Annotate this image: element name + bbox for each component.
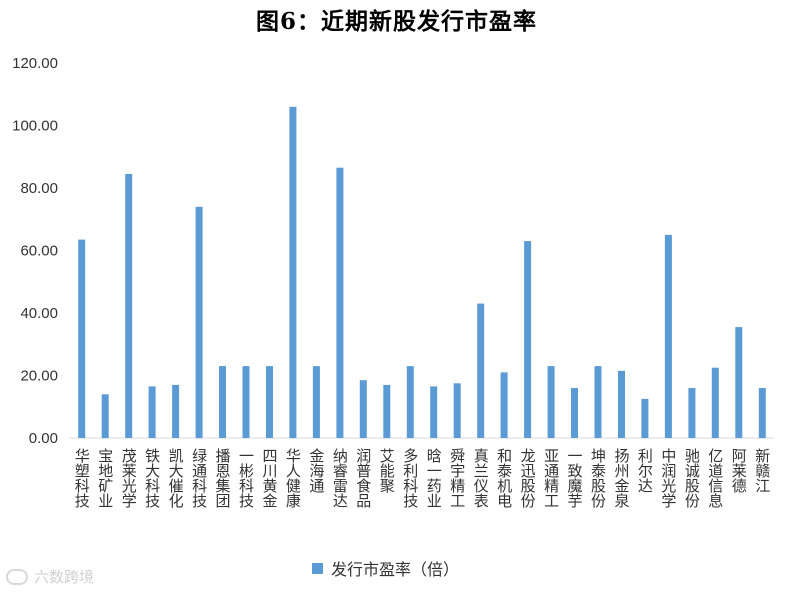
x-tick-label: 多利科技 xyxy=(401,448,419,509)
y-tick-label: 0.00 xyxy=(29,430,58,447)
bar-1 xyxy=(101,394,109,439)
x-tick-label: 一彬科技 xyxy=(237,448,255,509)
x-tick-label: 纳睿雷达 xyxy=(331,448,349,508)
x-tick-label: 艾能聚 xyxy=(378,448,396,494)
bar-19 xyxy=(524,241,532,438)
bar-4 xyxy=(172,384,180,438)
legend-swatch xyxy=(312,562,323,574)
bar-25 xyxy=(664,234,672,438)
bar-16 xyxy=(453,383,461,438)
x-tick-label: 华人健康 xyxy=(284,448,302,508)
y-tick-label: 80.00 xyxy=(20,180,58,197)
x-tick-label: 宝地矿业 xyxy=(96,448,114,508)
x-tick-label: 龙迅股份 xyxy=(519,448,537,509)
bar-23 xyxy=(618,370,625,438)
bar-22 xyxy=(594,366,602,438)
chart-title: 图6：近期新股发行市盈率 xyxy=(255,8,537,35)
bar-6 xyxy=(219,366,226,438)
x-tick-label: 亿道信息 xyxy=(706,448,724,508)
bar-15 xyxy=(430,386,438,438)
bar-13 xyxy=(383,384,391,438)
x-tick-label: 阿莱德 xyxy=(730,448,748,493)
x-tick-label: 真兰仪表 xyxy=(472,447,490,508)
x-tick-label: 和泰机电 xyxy=(495,448,513,508)
x-axis-ticks: 华塑科技 宝地矿业 茂莱光学 铁大科技 凯大催化 绿通科技 播恩集团 一彬科技 四川黄金 华人健康… xyxy=(73,447,772,509)
bar-28 xyxy=(735,327,743,438)
bar-7 xyxy=(242,366,250,438)
x-tick-label: 金海通 xyxy=(307,448,325,493)
x-tick-label: 播恩集团 xyxy=(214,448,232,508)
x-tick-label: 华塑科技 xyxy=(73,448,91,509)
bar-2 xyxy=(125,173,133,438)
x-tick-label: 凯大催化 xyxy=(167,448,185,508)
bar-5 xyxy=(195,206,203,439)
bar-26 xyxy=(688,388,696,438)
y-tick-label: 20.00 xyxy=(20,368,58,385)
x-tick-label: 驰诚股份 xyxy=(683,448,701,509)
bar-9 xyxy=(289,106,297,439)
watermark-text: 六数跨境 xyxy=(34,568,95,586)
bar-12 xyxy=(359,380,367,438)
x-tick-label: 绿通科技 xyxy=(190,448,208,509)
y-tick-label: 100.00 xyxy=(12,118,58,135)
bar-21 xyxy=(571,388,578,438)
x-tick-label: 润普食品 xyxy=(354,448,372,508)
x-tick-label: 一致魔芋 xyxy=(566,448,584,508)
watermark: 六数跨境 xyxy=(6,566,94,587)
bar-17 xyxy=(477,303,485,438)
legend-label: 发行市盈率（倍） xyxy=(331,560,460,579)
x-tick-label: 利尔达 xyxy=(636,448,654,493)
x-tick-label: 铁大科技 xyxy=(143,448,161,509)
bar-8 xyxy=(266,366,273,438)
bar-0 xyxy=(78,239,86,438)
x-tick-label: 四川黄金 xyxy=(261,448,279,508)
x-tick-label: 坤泰股份 xyxy=(589,448,607,509)
bar-10 xyxy=(312,366,320,438)
bar-27 xyxy=(711,367,719,438)
watermark-logo-icon xyxy=(6,568,28,585)
y-axis-ticks: 0.00 20.00 40.00 60.00 80.00 100.00 120.00 xyxy=(12,55,58,447)
bar-3 xyxy=(148,386,156,438)
x-tick-label: 舜宇精工 xyxy=(448,448,466,508)
bar-18 xyxy=(500,372,508,438)
x-tick-label: 亚通精工 xyxy=(542,448,560,508)
y-tick-label: 120.00 xyxy=(12,55,58,72)
x-tick-label: 扬州金泉 xyxy=(613,448,631,508)
bar-20 xyxy=(547,366,555,438)
x-tick-label: 晗一药业 xyxy=(425,447,443,508)
x-tick-label: 茂莱光学 xyxy=(120,448,138,508)
bars-group xyxy=(78,106,766,439)
bar-11 xyxy=(336,167,344,438)
y-tick-label: 60.00 xyxy=(20,243,58,260)
legend: 发行市盈率（倍） xyxy=(312,556,459,580)
x-tick-label: 新赣江 xyxy=(753,448,771,493)
bar-24 xyxy=(641,398,649,438)
y-tick-label: 40.00 xyxy=(20,305,58,322)
bar-29 xyxy=(758,388,766,438)
bar-14 xyxy=(406,366,414,438)
x-tick-label: 中润光学 xyxy=(659,448,677,508)
